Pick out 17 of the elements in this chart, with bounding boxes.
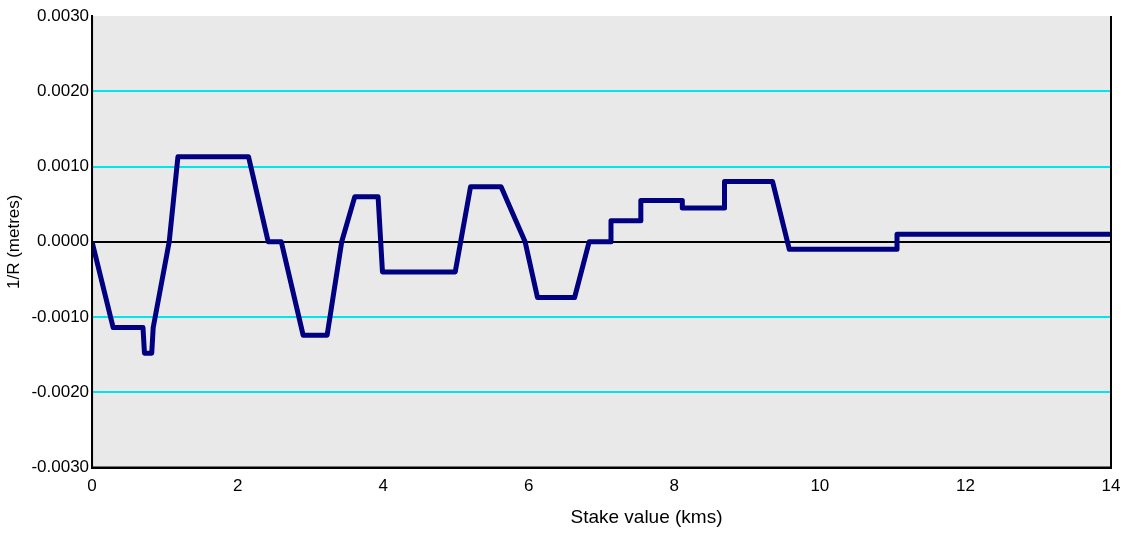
y-tick-label: 0.0030 (37, 5, 90, 25)
y-axis-title: 1/R (metres) (3, 194, 23, 290)
y-tick-label: 0.0010 (37, 156, 90, 176)
x-tick-label: 12 (955, 476, 975, 496)
x-tick-label: 10 (810, 476, 830, 496)
x-tick-label: 0 (87, 476, 97, 496)
y-tick-label: -0.0030 (31, 457, 90, 477)
x-tick-label: 14 (1101, 476, 1121, 496)
x-tick-label: 4 (378, 476, 388, 496)
y-tick-label: 0.0020 (37, 80, 90, 100)
x-tick-label: 2 (232, 476, 243, 496)
x-tick-label: 8 (669, 476, 680, 496)
y-tick-label: -0.0010 (31, 306, 90, 326)
x-tick-label: 6 (524, 476, 534, 496)
x-axis-title: Stake value (kms) (569, 506, 724, 528)
y-tick-label: 0.0000 (37, 231, 90, 251)
y-tick-label: -0.0020 (31, 382, 90, 402)
